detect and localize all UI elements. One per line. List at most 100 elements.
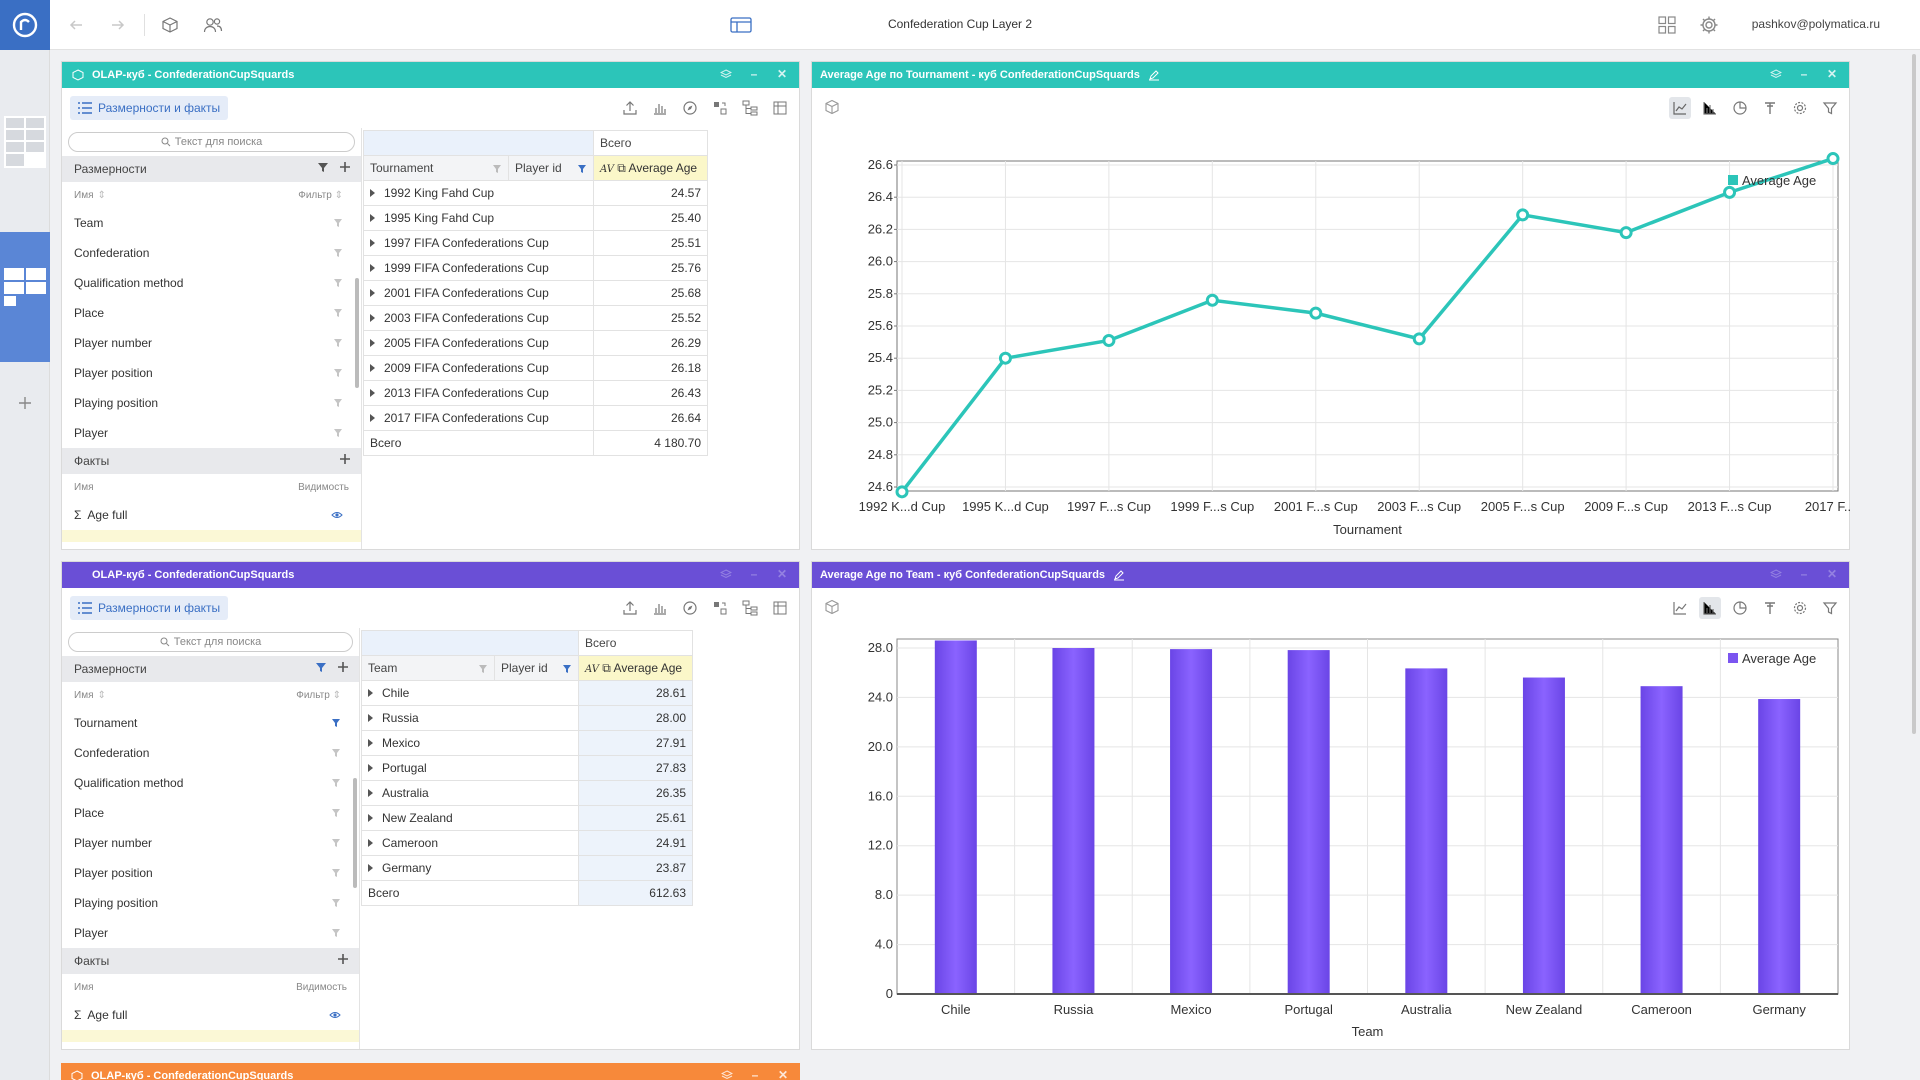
- filter-col-header[interactable]: Фильтр: [296, 689, 330, 701]
- sub-dim-header[interactable]: Player id: [494, 655, 579, 681]
- columns-transform-icon[interactable]: [709, 97, 731, 119]
- value-cell[interactable]: 25.61: [578, 805, 693, 831]
- data-point[interactable]: [1309, 306, 1323, 320]
- dimension-item[interactable]: Playing position: [62, 888, 359, 918]
- dimension-item[interactable]: Playing position: [62, 388, 361, 418]
- expand-icon[interactable]: [368, 689, 373, 697]
- filter-icon[interactable]: [577, 164, 587, 174]
- value-cell[interactable]: 28.00: [578, 705, 693, 731]
- value-cell[interactable]: 23.87: [578, 855, 693, 881]
- sub-dim-header[interactable]: Player id: [508, 155, 594, 181]
- expand-icon[interactable]: [370, 414, 375, 422]
- dimension-item[interactable]: Player position: [62, 358, 361, 388]
- plus-icon[interactable]: [339, 453, 351, 465]
- pie-chart-icon[interactable]: [1729, 597, 1751, 619]
- page-scrollbar[interactable]: [1912, 54, 1916, 734]
- dimension-item[interactable]: Qualification method: [62, 268, 361, 298]
- close-icon[interactable]: ✕: [1826, 567, 1838, 581]
- filter-icon[interactable]: [333, 338, 343, 348]
- filter-icon[interactable]: [331, 778, 341, 788]
- filter-col-header[interactable]: Фильтр: [298, 189, 332, 201]
- cube-icon[interactable]: [158, 13, 182, 37]
- data-point[interactable]: [1826, 152, 1840, 166]
- measure-header[interactable]: AV ⧉ Average Age: [593, 155, 708, 181]
- row-label-cell[interactable]: 1999 FIFA Confederations Cup: [363, 255, 594, 281]
- layer-thumbnail-2-active[interactable]: [0, 232, 50, 362]
- value-cell[interactable]: 25.40: [593, 205, 708, 231]
- line-chart-icon[interactable]: [1669, 97, 1691, 119]
- value-cell[interactable]: 26.29: [593, 330, 708, 356]
- close-icon[interactable]: ✕: [776, 567, 788, 581]
- table-row[interactable]: 1995 King Fahd Cup 25.40: [363, 205, 708, 231]
- expand-icon[interactable]: [370, 314, 375, 322]
- filter-icon[interactable]: [331, 748, 341, 758]
- row-label-cell[interactable]: 2009 FIFA Confederations Cup: [363, 355, 594, 381]
- minimize-icon[interactable]: –: [750, 567, 758, 581]
- name-col-header[interactable]: Имя: [74, 689, 94, 701]
- line-chart-icon[interactable]: [1669, 597, 1691, 619]
- plus-icon[interactable]: [337, 661, 349, 673]
- filter-icon[interactable]: [331, 898, 341, 908]
- value-cell[interactable]: 27.91: [578, 730, 693, 756]
- plus-icon[interactable]: [339, 161, 351, 173]
- row-label-cell[interactable]: Germany: [361, 855, 579, 881]
- olap-window-2-titlebar[interactable]: OLAP-куб - ConfederationCupSquards – ✕: [62, 562, 799, 588]
- value-cell[interactable]: 25.68: [593, 280, 708, 306]
- table-row[interactable]: Australia 26.35: [361, 780, 693, 806]
- dimension-item[interactable]: Place: [62, 798, 359, 828]
- data-point[interactable]: [1102, 333, 1116, 347]
- dimension-item[interactable]: Qualification method: [62, 768, 359, 798]
- dimension-item[interactable]: Tournament: [62, 708, 359, 738]
- sort-icon[interactable]: ⇕: [97, 189, 106, 201]
- value-cell[interactable]: 26.43: [593, 380, 708, 406]
- filter-icon[interactable]: [333, 218, 343, 228]
- filter-icon[interactable]: [333, 398, 343, 408]
- app-logo-icon[interactable]: [0, 0, 50, 50]
- value-cell[interactable]: 27.83: [578, 755, 693, 781]
- legend-label[interactable]: Average Age: [1742, 173, 1816, 188]
- expand-icon[interactable]: [368, 789, 373, 797]
- bar-chart-icon[interactable]: [1699, 597, 1721, 619]
- user-email[interactable]: pashkov@polymatica.ru: [1751, 17, 1880, 31]
- filter-icon[interactable]: [333, 368, 343, 378]
- bar[interactable]: [1170, 649, 1213, 994]
- expand-icon[interactable]: [370, 239, 375, 247]
- row-label-cell[interactable]: 2005 FIFA Confederations Cup: [363, 330, 594, 356]
- expand-icon[interactable]: [370, 339, 375, 347]
- chart-window-1-titlebar[interactable]: Average Age по Tournament - куб Confeder…: [812, 62, 1849, 88]
- table-row[interactable]: 2005 FIFA Confederations Cup 26.29: [363, 330, 708, 356]
- expand-icon[interactable]: [368, 814, 373, 822]
- dimension-item[interactable]: Player number: [62, 328, 361, 358]
- dimension-item[interactable]: Team: [62, 208, 361, 238]
- data-point[interactable]: [895, 485, 909, 499]
- table-row[interactable]: Cameroon 24.91: [361, 830, 693, 856]
- close-icon[interactable]: ✕: [1826, 67, 1838, 81]
- value-cell[interactable]: 24.91: [578, 830, 693, 856]
- eye-icon[interactable]: [329, 1010, 341, 1020]
- layer-thumbnail-1[interactable]: [4, 116, 46, 168]
- search-input[interactable]: Текст для поиска: [68, 132, 355, 152]
- table-row[interactable]: 2001 FIFA Confederations Cup 25.68: [363, 280, 708, 306]
- value-cell[interactable]: 28.61: [578, 680, 693, 706]
- dimension-item[interactable]: Player number: [62, 828, 359, 858]
- arrow-left-icon[interactable]: [64, 13, 88, 37]
- table-settings-icon[interactable]: [769, 597, 791, 619]
- name-col-header[interactable]: Имя: [74, 189, 94, 201]
- value-cell[interactable]: 24.57: [593, 180, 708, 206]
- cube-icon[interactable]: [824, 99, 840, 118]
- table-row[interactable]: 2009 FIFA Confederations Cup 26.18: [363, 355, 708, 381]
- gear-icon[interactable]: [1697, 13, 1721, 37]
- row-label-cell[interactable]: Australia: [361, 780, 579, 806]
- value-cell[interactable]: 26.35: [578, 780, 693, 806]
- compass-icon[interactable]: [679, 597, 701, 619]
- layout-panel-icon[interactable]: [729, 13, 753, 37]
- close-icon[interactable]: ✕: [776, 67, 788, 81]
- data-point[interactable]: [998, 351, 1012, 365]
- chart-icon[interactable]: [649, 597, 671, 619]
- export-icon[interactable]: [619, 97, 641, 119]
- table-row[interactable]: 1997 FIFA Confederations Cup 25.51: [363, 230, 708, 256]
- layers-icon[interactable]: [719, 567, 733, 581]
- minimize-icon[interactable]: –: [1800, 67, 1808, 81]
- layers-icon[interactable]: [1769, 67, 1783, 81]
- row-label-cell[interactable]: 1997 FIFA Confederations Cup: [363, 230, 594, 256]
